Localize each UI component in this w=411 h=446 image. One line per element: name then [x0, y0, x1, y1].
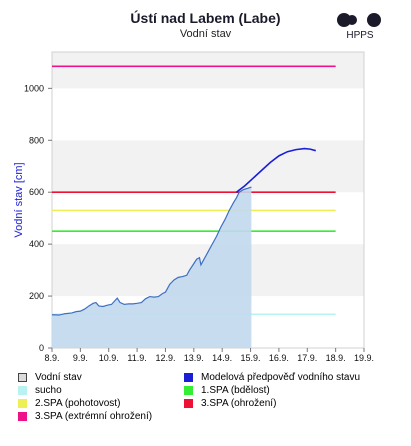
legend-label: 2.SPA (pohotovost)	[35, 398, 121, 409]
legend-item-spa3-extreme[interactable]: 3.SPA (extrémní ohrožení)	[18, 411, 152, 422]
legend-swatch	[184, 386, 193, 395]
y-tick-label: 600	[29, 187, 44, 197]
x-tick-label: 19.9.	[354, 353, 374, 363]
grid-band	[52, 88, 364, 141]
legend-item-sucho[interactable]: sucho	[18, 385, 62, 396]
chart-plot: 0 200 400 600 800 1000 8.9. 9.9. 10.9. 11.9. 12.9.…	[13, 51, 374, 363]
x-tick-label: 8.9.	[44, 353, 59, 363]
x-tick-label: 9.9.	[73, 353, 88, 363]
legend-label: Modelová předpověď vodního stavu	[201, 372, 361, 383]
y-tick-label: 800	[29, 135, 44, 145]
y-tick-label: 0	[39, 343, 44, 353]
legend-swatch	[18, 412, 27, 421]
hpps-logo-icon	[337, 13, 381, 27]
x-tick-label: 10.9.	[99, 353, 119, 363]
legend-label: 3.SPA (extrémní ohrožení)	[35, 411, 153, 422]
x-tick-label: 16.9.	[269, 353, 289, 363]
grid-band	[52, 140, 364, 193]
legend-label: Vodní stav	[35, 372, 82, 383]
forecast-line	[235, 147, 316, 193]
y-axis-label: Vodní stav [cm]	[13, 162, 25, 237]
grid-band	[52, 192, 364, 245]
y-tick-label: 400	[29, 239, 44, 249]
x-tick-label: 11.9.	[127, 353, 146, 363]
grid-band	[52, 52, 364, 89]
legend-item-spa1[interactable]: 1.SPA (bdělost)	[184, 385, 270, 396]
chart-subtitle: Vodní stav	[179, 28, 232, 40]
chart-title: Ústí nad Labem (Labe)	[130, 10, 281, 26]
y-tick-label: 1000	[24, 83, 44, 93]
legend-item-forecast[interactable]: Modelová předpověď vodního stavu	[184, 372, 360, 383]
x-tick-label: 14.9.	[212, 353, 232, 363]
legend-label: 1.SPA (bdělost)	[201, 385, 270, 396]
legend-swatch	[184, 399, 193, 408]
legend-label: sucho	[35, 385, 62, 396]
x-tick-label: 18.9.	[326, 353, 346, 363]
x-tick-label: 17.9.	[297, 353, 317, 363]
legend-swatch	[18, 386, 27, 395]
legend-item-water-level[interactable]: Vodní stav	[18, 372, 82, 383]
legend-swatch	[184, 373, 193, 382]
water-level-area	[52, 187, 252, 348]
legend-label: 3.SPA (ohrožení)	[201, 398, 277, 409]
x-tick-label: 13.9.	[184, 353, 204, 363]
logo-text: HPPS	[346, 30, 374, 41]
hpps-logo: HPPS	[334, 12, 386, 46]
legend-swatch	[18, 373, 27, 382]
y-tick-label: 200	[29, 291, 44, 301]
x-tick-label: 15.9.	[241, 353, 261, 363]
legend-item-spa2[interactable]: 2.SPA (pohotovost)	[18, 398, 120, 409]
legend-swatch	[18, 399, 27, 408]
x-tick-label: 12.9.	[155, 353, 175, 363]
legend-item-spa3[interactable]: 3.SPA (ohrožení)	[184, 398, 276, 409]
water-level-line	[51, 186, 252, 316]
